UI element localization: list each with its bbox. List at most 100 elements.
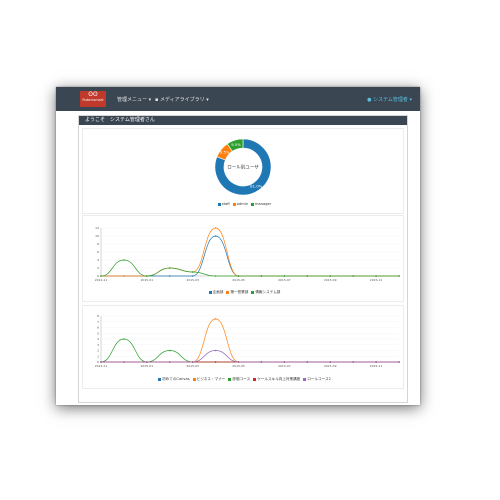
x-tick-label: 2015-05 xyxy=(232,278,245,282)
role-donut-chart: 81.0% 9.5%9.5% ロール別ユーザ xyxy=(214,138,272,196)
legend-label[interactable]: 評価コース xyxy=(232,377,251,381)
department-chart-panel: 0 2 4 6 8 10 12 2014-11 2015-01 2015-03 2015-05 201… xyxy=(82,215,404,302)
legend-label[interactable]: staff xyxy=(221,202,230,206)
data-point xyxy=(146,275,148,277)
legend-label[interactable]: ケールスキル向上対策講座 xyxy=(257,377,301,381)
y-tick-label: 4 xyxy=(97,258,99,262)
data-point xyxy=(329,361,332,363)
brand-name: Rubricsmart xyxy=(82,98,104,102)
y-tick-label: 2 xyxy=(97,349,99,353)
y-tick-label: 3 xyxy=(97,343,99,347)
data-point xyxy=(398,361,400,363)
legend-label[interactable]: manager xyxy=(255,202,272,206)
legend-swatch xyxy=(251,202,255,206)
dashboard-panel: ようこそ システム管理者さん 81.0% 9.5% 9.5% ロール別ユーザ staf… xyxy=(78,115,408,403)
legend-swatch xyxy=(226,291,230,294)
role-chart-panel: 81.0% 9.5% 9.5% ロール別ユーザ staff admin manager xyxy=(82,128,404,214)
course-chart-legend: 初めてのCanvas ビジネス・マナー 評価コース ケールスキル向上対策講座 ロールコー… xyxy=(83,377,403,382)
data-point xyxy=(214,361,217,363)
legend-swatch xyxy=(228,378,232,381)
data-point xyxy=(352,361,354,363)
user-menu-dropdown[interactable]: ● システム管理者 ▾ xyxy=(367,96,412,103)
role-chart-legend: staff admin manager xyxy=(83,202,403,206)
y-tick-label: 2 xyxy=(97,266,99,270)
data-point xyxy=(168,267,171,269)
series-line xyxy=(101,350,399,363)
brand-logo[interactable]: ʘʘ Rubricsmart xyxy=(80,91,106,107)
data-point xyxy=(168,349,171,352)
data-point xyxy=(168,361,171,363)
legend-label[interactable]: 情報システム部 xyxy=(255,290,281,294)
y-tick-label: 6 xyxy=(97,326,99,330)
data-point xyxy=(214,349,217,352)
data-point xyxy=(123,361,125,363)
legend-swatch xyxy=(232,202,236,206)
legend-label[interactable]: admin xyxy=(236,202,249,206)
course-chart-panel: 0 1 2 3 4 5 6 7 8 2014-11 2015-01 2015-03 2015-05 201… xyxy=(82,305,404,389)
series-line xyxy=(100,259,399,277)
legend-label[interactable]: 初めてのCanvas xyxy=(162,377,190,381)
pie-slice xyxy=(226,138,244,152)
data-point xyxy=(398,275,400,277)
welcome-banner: ようこそ システム管理者さん xyxy=(79,116,407,125)
legend-label[interactable]: ビジネス・マナー xyxy=(196,377,226,381)
user-menu-label: システム管理者 ▾ xyxy=(373,97,412,103)
y-tick-label: 0 xyxy=(97,360,99,364)
x-tick-label: 2015-05 xyxy=(232,364,245,368)
x-tick-label: 2015-01 xyxy=(141,278,154,282)
navbar: ʘʘ Rubricsmart 管理メニュー ▾ ▪ メディアライブラリ ▾ ● … xyxy=(56,87,420,111)
legend-label[interactable]: ロールコース2 xyxy=(307,377,331,381)
x-tick-label: 2014-11 xyxy=(95,278,108,282)
x-tick-label: 2015-07 xyxy=(278,278,291,282)
data-point xyxy=(352,275,354,277)
y-tick-label: 0 xyxy=(97,274,99,278)
x-tick-label: 2015-03 xyxy=(186,364,199,368)
x-tick-label: 2015-11 xyxy=(370,278,383,282)
legend-swatch xyxy=(303,378,307,381)
media-library-label: メディアライブラリ ▾ xyxy=(159,97,209,103)
x-tick-label: 2015-09 xyxy=(324,364,337,368)
legend-swatch xyxy=(253,378,257,381)
data-point xyxy=(214,275,217,277)
y-tick-label: 8 xyxy=(97,314,99,318)
pie-slice xyxy=(214,138,272,196)
media-library-dropdown[interactable]: ▪ メディアライブラリ ▾ xyxy=(155,96,209,103)
legend-swatch xyxy=(192,378,196,381)
series-line xyxy=(101,318,399,363)
data-point xyxy=(375,275,377,277)
legend-swatch xyxy=(208,291,212,294)
user-icon: ● xyxy=(367,97,372,103)
data-point xyxy=(260,361,263,363)
legend-swatch xyxy=(158,378,162,381)
slice-label: 9.5% xyxy=(231,142,241,147)
data-point xyxy=(283,361,286,363)
data-point xyxy=(191,361,194,363)
y-tick-label: 12 xyxy=(95,226,99,230)
data-point xyxy=(237,275,240,277)
app-window: ʘʘ Rubricsmart 管理メニュー ▾ ▪ メディアライブラリ ▾ ● … xyxy=(56,87,420,405)
y-tick-label: 6 xyxy=(97,250,99,254)
slice-label: 9.5% xyxy=(220,150,230,155)
data-point xyxy=(168,275,171,277)
data-point xyxy=(214,235,217,237)
data-point xyxy=(191,275,194,277)
y-tick-label: 7 xyxy=(97,320,99,324)
owl-icon: ʘʘ xyxy=(88,91,98,98)
x-tick-label: 2015-01 xyxy=(141,364,154,368)
data-point xyxy=(214,318,217,320)
data-point xyxy=(306,361,309,363)
department-line-chart: 0 2 4 6 8 10 12 2014-11 2015-01 2015-03 2015-05 201… xyxy=(95,226,400,282)
series-line xyxy=(101,235,399,277)
data-point xyxy=(329,275,332,277)
data-point xyxy=(146,361,148,363)
department-chart-legend: 企画部 第一営業部 情報システム部 xyxy=(83,290,403,295)
x-tick-label: 2015-09 xyxy=(324,278,337,282)
legend-label[interactable]: 第一営業部 xyxy=(230,290,249,294)
data-point xyxy=(100,361,102,363)
data-point xyxy=(237,361,240,363)
data-point xyxy=(191,271,194,273)
legend-label[interactable]: 企画部 xyxy=(212,290,224,294)
y-tick-label: 4 xyxy=(97,337,99,341)
admin-menu-dropdown[interactable]: 管理メニュー ▾ xyxy=(117,97,152,103)
data-point xyxy=(100,275,102,277)
